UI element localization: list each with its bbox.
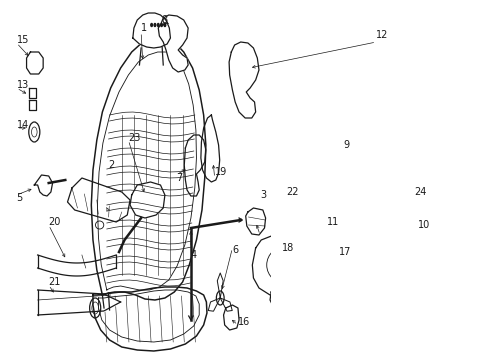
Polygon shape — [245, 208, 265, 235]
Circle shape — [164, 23, 165, 27]
Text: 8: 8 — [161, 15, 167, 25]
Text: 15: 15 — [17, 35, 29, 45]
Text: 7: 7 — [176, 173, 182, 183]
Text: 12: 12 — [376, 30, 388, 40]
Polygon shape — [26, 52, 43, 74]
Polygon shape — [269, 286, 287, 310]
Text: 18: 18 — [282, 243, 294, 253]
Polygon shape — [314, 166, 341, 244]
Polygon shape — [389, 248, 427, 290]
Polygon shape — [133, 13, 170, 48]
Polygon shape — [229, 42, 259, 118]
Polygon shape — [358, 272, 371, 287]
Polygon shape — [208, 298, 220, 311]
Text: 19: 19 — [214, 167, 226, 177]
Polygon shape — [252, 233, 326, 296]
Polygon shape — [29, 100, 36, 110]
Text: 16: 16 — [238, 317, 250, 327]
Circle shape — [157, 23, 159, 27]
Circle shape — [154, 23, 156, 27]
Polygon shape — [29, 88, 36, 98]
Text: 21: 21 — [49, 277, 61, 287]
Polygon shape — [91, 38, 205, 300]
Text: 24: 24 — [413, 187, 426, 197]
Polygon shape — [184, 135, 205, 196]
Circle shape — [150, 23, 152, 27]
Text: 20: 20 — [49, 217, 61, 227]
Text: 14: 14 — [17, 120, 29, 130]
Polygon shape — [368, 244, 374, 272]
Polygon shape — [201, 115, 219, 182]
Text: 6: 6 — [232, 245, 238, 255]
Polygon shape — [217, 273, 223, 298]
Text: 11: 11 — [326, 217, 338, 227]
Polygon shape — [314, 290, 358, 320]
Text: 22: 22 — [286, 187, 299, 197]
Text: 5: 5 — [17, 193, 23, 203]
Text: 13: 13 — [17, 80, 29, 90]
Polygon shape — [158, 15, 188, 72]
Polygon shape — [93, 287, 206, 351]
Text: 2: 2 — [108, 160, 114, 170]
Text: 23: 23 — [128, 133, 141, 143]
Polygon shape — [371, 272, 385, 287]
Polygon shape — [130, 182, 164, 218]
Circle shape — [161, 23, 162, 27]
Polygon shape — [223, 305, 239, 330]
Text: 9: 9 — [343, 140, 348, 150]
Polygon shape — [34, 175, 53, 196]
Polygon shape — [220, 298, 232, 311]
Text: 4: 4 — [190, 250, 197, 260]
Text: 10: 10 — [417, 220, 429, 230]
Text: 3: 3 — [260, 190, 265, 200]
Text: 17: 17 — [338, 247, 350, 257]
Polygon shape — [67, 178, 130, 222]
Text: 1: 1 — [141, 23, 147, 33]
